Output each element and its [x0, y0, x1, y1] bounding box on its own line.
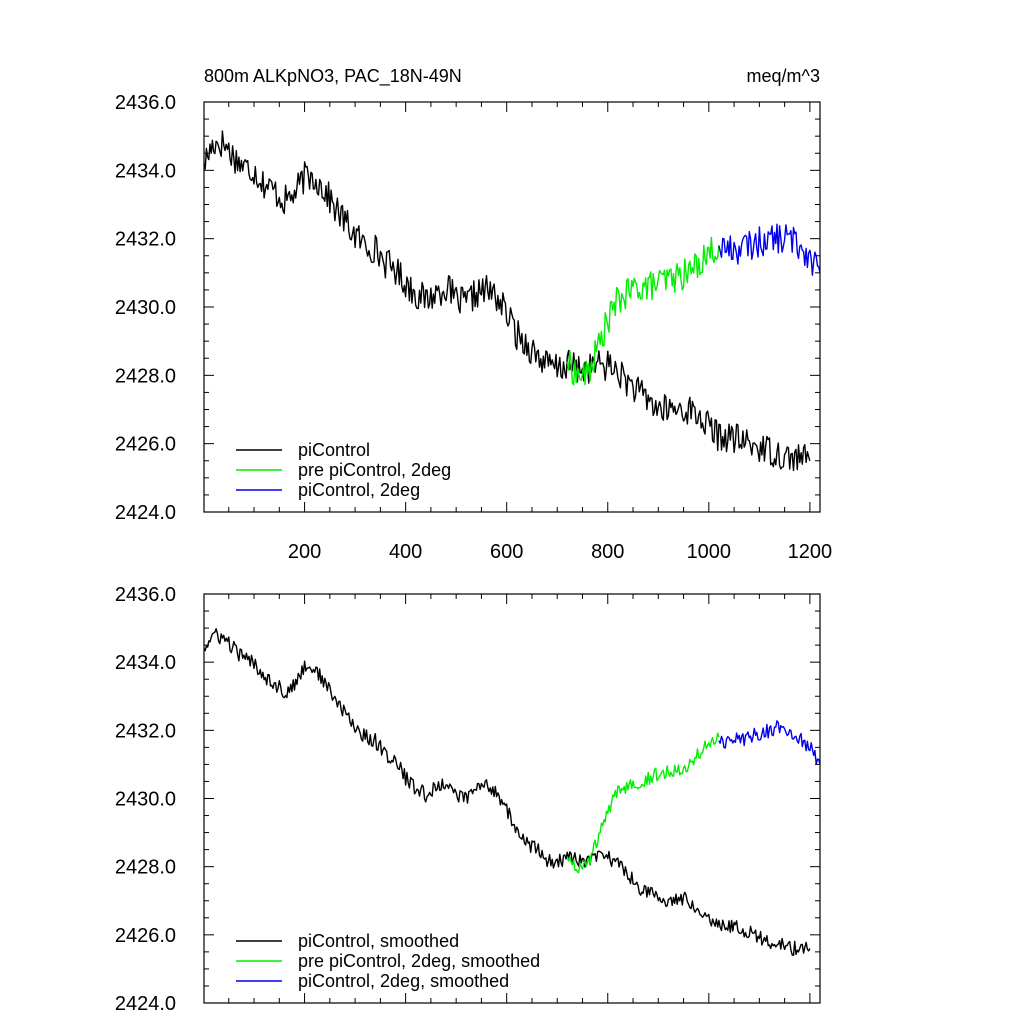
legend-label: piControl, 2deg, smoothed: [298, 971, 509, 991]
y-tick-label: 2430.0: [115, 789, 176, 811]
x-tick-label: 800: [591, 541, 624, 563]
tick-layer: 2424.0 2426.0 2428.0 2430.0 2432.0 2434.0 2436…: [115, 584, 820, 1015]
legend-label: piControl, smoothed: [298, 931, 459, 951]
x-tick-label: 600: [490, 541, 523, 563]
y-tick-label: 2426.0: [115, 925, 176, 947]
chart-title: 800m ALKpNO3, PAC_18N-49N: [204, 66, 462, 87]
series-line-2: [718, 720, 821, 765]
x-tick-label: 1200: [788, 541, 833, 563]
y-tick-label: 2432.0: [115, 720, 176, 742]
y-tick-label: 2424.0: [115, 502, 176, 524]
y-tick-label: 2436.0: [115, 584, 176, 606]
series-line-1: [566, 236, 720, 386]
y-tick-label: 2428.0: [115, 857, 176, 879]
plot-frame: [203, 593, 821, 1004]
y-tick-label: 2432.0: [115, 229, 176, 251]
legend-label: pre piControl, 2deg, smoothed: [298, 951, 540, 971]
series-layer: [203, 628, 821, 956]
series-line-2: [718, 223, 821, 276]
x-tick-label: 400: [389, 541, 422, 563]
plot-frame: [203, 101, 821, 513]
y-tick-label: 2434.0: [115, 160, 176, 182]
legend-label: pre piControl, 2deg: [298, 460, 451, 480]
y-tick-label: 2436.0: [115, 92, 176, 114]
series-line-1: [566, 732, 720, 874]
series-line-0: [203, 628, 811, 956]
y-tick-label: 2434.0: [115, 652, 176, 674]
bottom-panel: 2424.0 2426.0 2428.0 2430.0 2432.0 2434.0 2436…: [115, 584, 821, 1015]
y-tick-label: 2424.0: [115, 993, 176, 1015]
series-layer: [203, 130, 821, 472]
y-tick-label: 2426.0: [115, 434, 176, 456]
units-label: meq/m^3: [747, 66, 820, 86]
y-tick-label: 2428.0: [115, 365, 176, 387]
legend-label: piControl, 2deg: [298, 480, 420, 500]
legend-label: piControl: [298, 440, 370, 460]
tick-layer: 2424.0 2426.0 2428.0 2430.0 2432.0 2434.0 2436…: [115, 92, 832, 563]
x-tick-label: 200: [288, 541, 321, 563]
series-line-0: [203, 130, 811, 472]
x-tick-label: 1000: [687, 541, 732, 563]
top-panel: 800m ALKpNO3, PAC_18N-49N meq/m^3 2424.0…: [115, 66, 832, 563]
y-tick-label: 2430.0: [115, 297, 176, 319]
